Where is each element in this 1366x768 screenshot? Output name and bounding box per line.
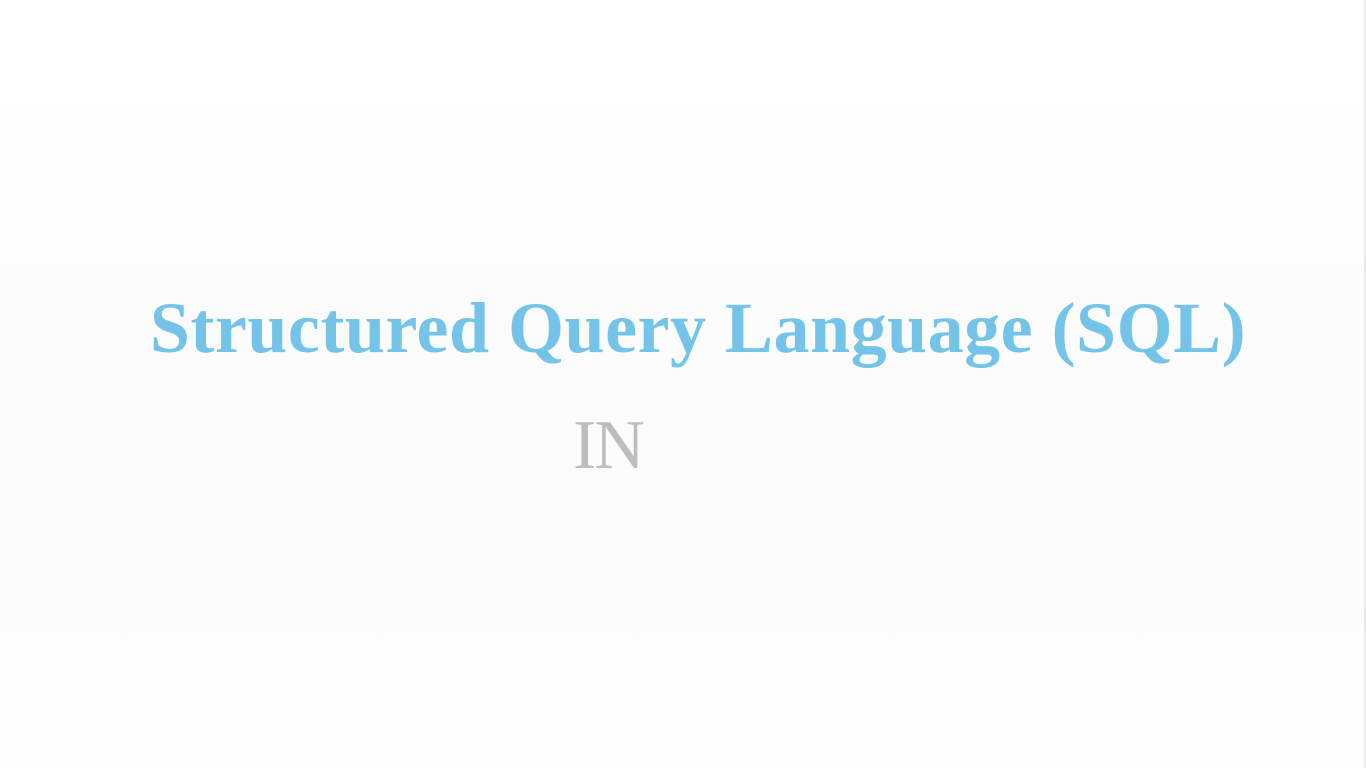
window-edge bbox=[1364, 0, 1366, 768]
slide-subtitle: IN bbox=[573, 407, 645, 484]
slide-title: Structured Query Language (SQL) bbox=[149, 288, 1247, 368]
